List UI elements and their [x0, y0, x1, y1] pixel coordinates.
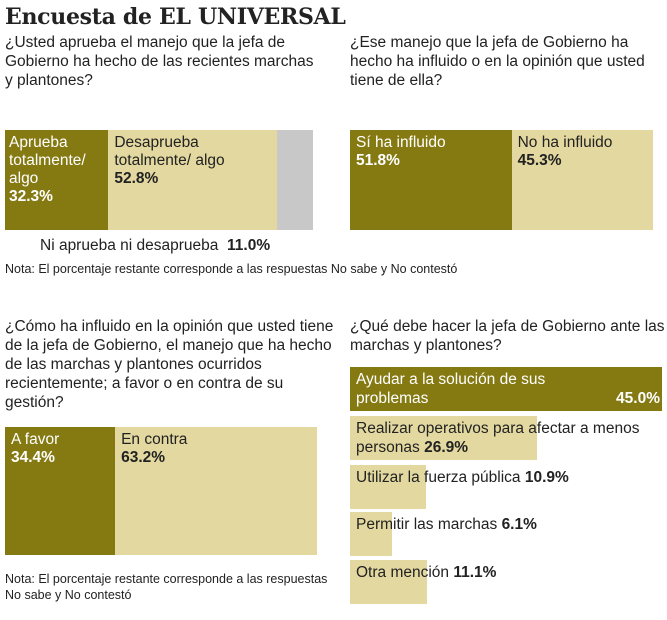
segment-value: 34.4% [11, 449, 55, 466]
bar-value: 10.9% [524, 469, 569, 486]
question-2: ¿Ese manejo que la jefa de Gobierno ha h… [350, 34, 645, 89]
neutral-value: 11.0% [227, 237, 271, 254]
segment-value: 63.2% [121, 449, 166, 466]
bar-label: Ayudar a la solución de sus problemas 45… [356, 370, 660, 408]
bar-segment: A favor 34.4% [5, 427, 116, 555]
bar-label-text: Otra mención [356, 564, 454, 581]
segment-label: Sí ha influido [356, 134, 446, 151]
bar-label-text: Ayudar a la solución de sus problemas [356, 371, 546, 407]
bar-value: 26.9% [424, 439, 469, 456]
segment-value: 45.3% [517, 152, 562, 169]
bar-row: Realizar operativos para afectar a menos… [350, 416, 662, 460]
bar-label: Realizar operativos para afectar a menos… [356, 419, 658, 457]
question-4: ¿Qué debe hacer la jefa de Gobierno ante… [350, 318, 665, 354]
bar-label: Otra mención 11.1% [356, 563, 658, 582]
bar-segment: Aprueba totalmente/ algo 32.3% [5, 130, 109, 230]
segment-label: Desaprueba totalmente/ algo [114, 134, 225, 169]
question-3: ¿Cómo ha influido en la opinión que uste… [5, 318, 334, 411]
bar-segment [277, 130, 313, 230]
neutral-text: Ni aprueba ni desaprueba [40, 237, 219, 254]
chart-approval: Aprueba totalmente/ algo 32.3% Desaprueba … [5, 130, 325, 230]
bar [350, 416, 537, 460]
bar [350, 560, 427, 604]
page-title: Encuesta de EL UNIVERSAL [5, 4, 346, 30]
bar-segment: No ha influido 45.3% [511, 130, 653, 230]
note-1: Nota: El porcentaje restante corresponde… [5, 262, 458, 276]
segment-label: No ha influido [517, 134, 613, 151]
bar-value: 6.1% [501, 516, 537, 533]
segment-value: 32.3% [9, 188, 53, 205]
bar-label: Utilizar la fuerza pública 10.9% [356, 468, 658, 487]
bar-label-text: Permitir las marchas [356, 516, 502, 533]
bar [350, 367, 662, 411]
bar-value: 45.0% [616, 390, 660, 407]
segment-label: A favor [11, 431, 60, 448]
bar [350, 465, 426, 509]
segment-value: 52.8% [114, 170, 159, 187]
neutral-label: Ni aprueba ni desaprueba 11.0% [40, 236, 270, 255]
question-1: ¿Usted aprueba el manejo que la jefa de … [5, 34, 314, 89]
bar-row: Otra mención 11.1% [350, 560, 662, 604]
bar-row: Utilizar la fuerza pública 10.9% [350, 465, 662, 509]
bar-label-text: Realizar operativos para afectar a menos… [356, 420, 640, 456]
segment-label: Aprueba totalmente/ algo [9, 134, 86, 187]
bar-row: Permitir las marchas 6.1% [350, 512, 662, 556]
note-2: Nota: El porcentaje restante corresponde… [5, 572, 328, 602]
bar-label-text: Utilizar la fuerza pública [356, 469, 525, 486]
chart-influence: Sí ha influido 51.8% No ha influido 45.3% [350, 130, 662, 230]
bar [350, 512, 393, 556]
bar-segment: Sí ha influido 51.8% [350, 130, 512, 230]
chart-direction: A favor 34.4% En contra 63.2% [5, 427, 325, 555]
bar-segment: En contra 63.2% [115, 427, 318, 555]
bar-segment: Desaprueba totalmente/ algo 52.8% [108, 130, 278, 230]
bar-label: Permitir las marchas 6.1% [356, 515, 658, 534]
segment-label: En contra [121, 431, 188, 448]
bar-row: Ayudar a la solución de sus problemas 45… [350, 367, 662, 411]
bar-value: 11.1% [453, 564, 497, 581]
segment-value: 51.8% [356, 152, 400, 169]
